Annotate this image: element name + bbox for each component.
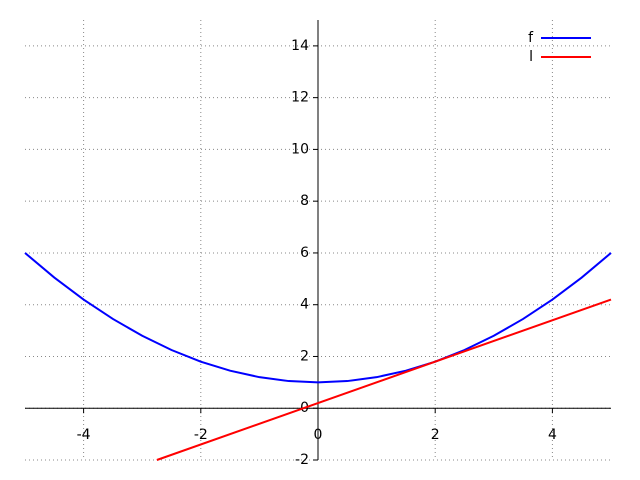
y-tick-label: 2 xyxy=(300,348,309,364)
y-tick-label: 6 xyxy=(300,245,309,261)
y-tick-label: 8 xyxy=(300,193,309,209)
x-tick-label: 2 xyxy=(431,427,440,443)
x-tick-label: 4 xyxy=(548,427,557,443)
line-series xyxy=(24,252,612,384)
x-tick-label: -4 xyxy=(77,427,91,443)
y-tick-label: 12 xyxy=(291,90,309,106)
legend-label: f xyxy=(528,30,534,46)
y-tick-label: 4 xyxy=(300,297,309,313)
line-series xyxy=(156,298,612,461)
y-tick-label: 14 xyxy=(291,38,309,54)
legend-label: l xyxy=(529,49,533,65)
y-tick-label: 10 xyxy=(291,141,309,157)
y-tick-label: -2 xyxy=(295,452,309,468)
x-tick-label: -2 xyxy=(194,427,208,443)
